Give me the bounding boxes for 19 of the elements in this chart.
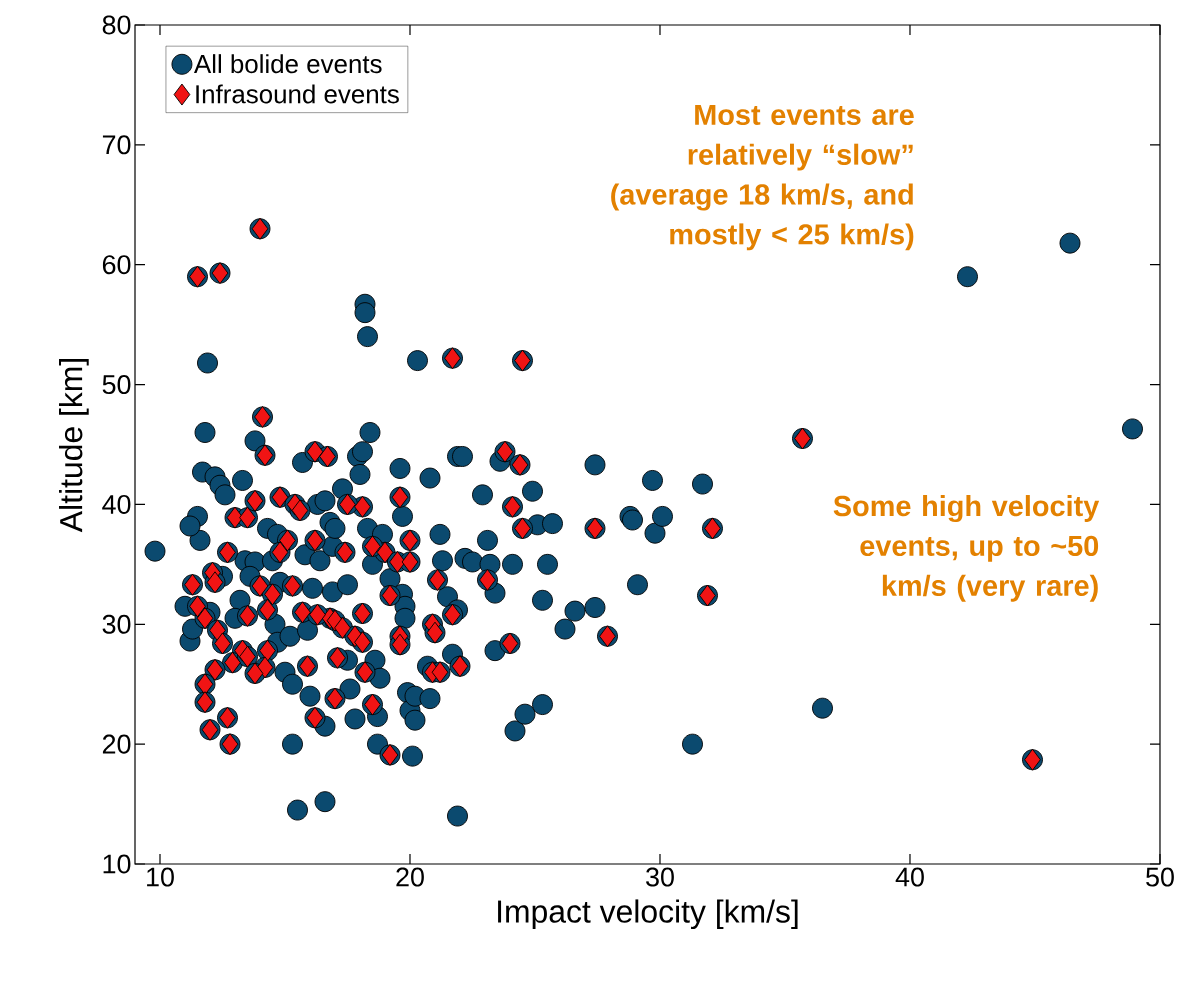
- x-axis-title: Impact velocity [km/s]: [498, 899, 798, 930]
- x-tick-label: 40: [895, 867, 924, 887]
- y-tick-label: 20: [102, 734, 131, 754]
- annotation: Some high velocity events, up to ~50 km/s (very rare): [833, 495, 1100, 602]
- y-tick-label: 60: [102, 255, 131, 275]
- legend-label: All bolide events: [193, 54, 382, 74]
- y-axis-title: Altitude [km]: [59, 359, 89, 533]
- annotation: Most events are relatively “slow” (average 18 km/s, and mostly < 25 km/s): [611, 104, 914, 251]
- x-tick-label: 10: [147, 867, 174, 887]
- x-tick-label: 30: [646, 867, 674, 887]
- y-tick-label: 40: [102, 494, 131, 514]
- legend-label: Infrasound events: [196, 84, 399, 104]
- x-tick-label: 50: [1146, 867, 1174, 887]
- y-tick-label: 80: [102, 15, 131, 35]
- y-tick-label: 70: [102, 135, 131, 155]
- y-tick-label: 10: [103, 854, 131, 874]
- x-tick-label: 20: [396, 867, 424, 887]
- y-tick-label: 30: [102, 614, 131, 634]
- y-tick-label: 50: [102, 375, 131, 395]
